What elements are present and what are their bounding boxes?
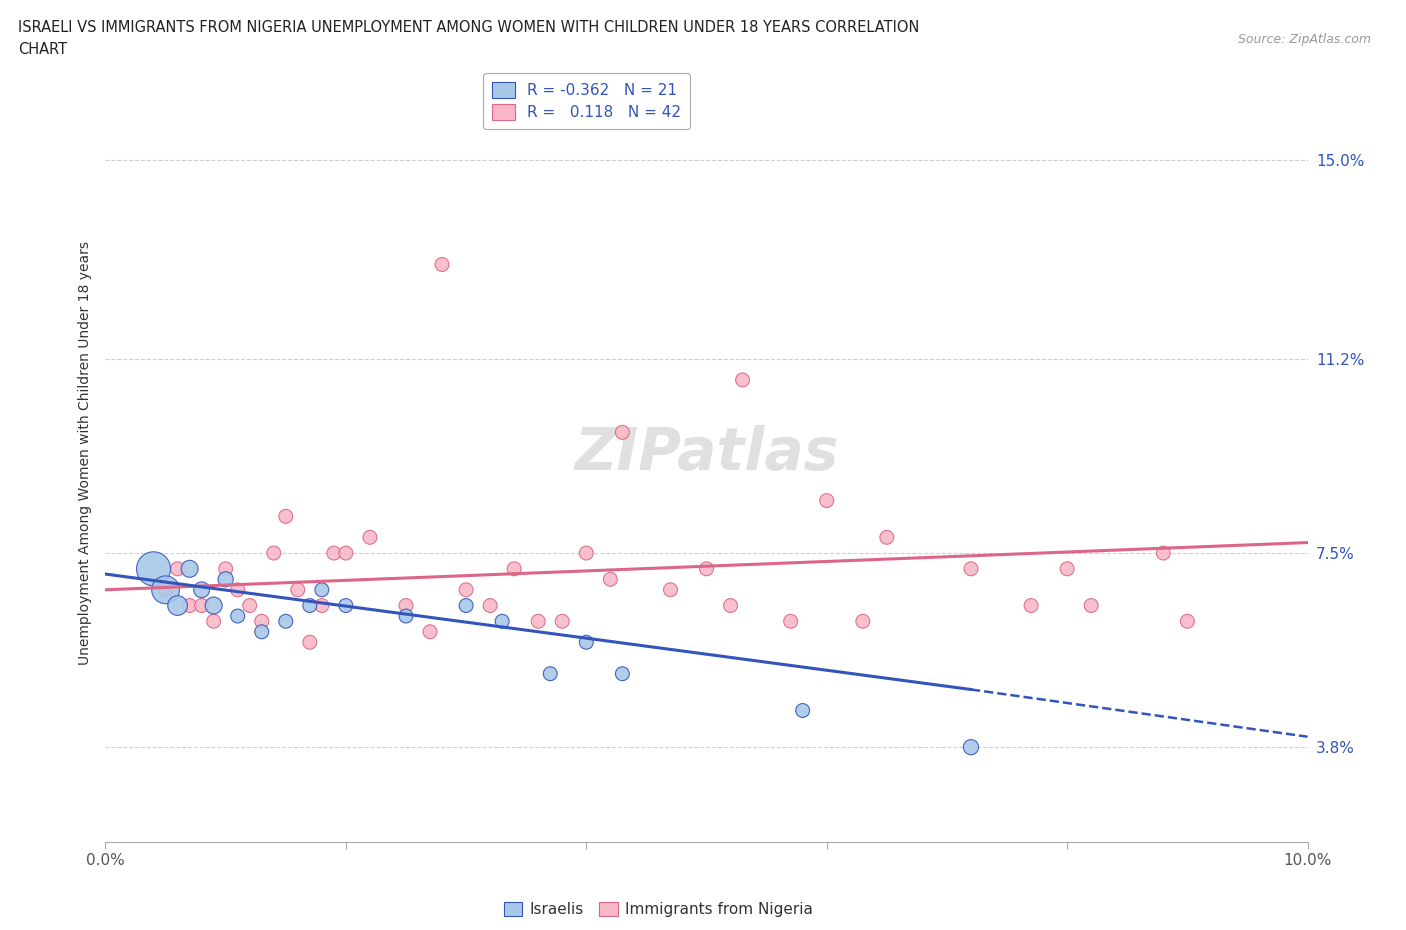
Point xyxy=(1152,546,1174,561)
Text: ISRAELI VS IMMIGRANTS FROM NIGERIA UNEMPLOYMENT AMONG WOMEN WITH CHILDREN UNDER : ISRAELI VS IMMIGRANTS FROM NIGERIA UNEMP… xyxy=(18,20,920,35)
Point xyxy=(359,530,381,545)
Text: Source: ZipAtlas.com: Source: ZipAtlas.com xyxy=(1237,33,1371,46)
Point xyxy=(298,635,321,650)
Text: CHART: CHART xyxy=(18,42,67,57)
Point xyxy=(876,530,898,545)
Point xyxy=(179,562,201,577)
Point xyxy=(1175,614,1198,629)
Point xyxy=(815,493,838,508)
Point xyxy=(599,572,621,587)
Point xyxy=(202,598,225,613)
Point xyxy=(612,425,634,440)
Legend: Israelis, Immigrants from Nigeria: Israelis, Immigrants from Nigeria xyxy=(498,896,820,923)
Point xyxy=(430,257,453,272)
Y-axis label: Unemployment Among Women with Children Under 18 years: Unemployment Among Women with Children U… xyxy=(79,242,93,665)
Point xyxy=(166,598,188,613)
Point xyxy=(538,666,561,681)
Point xyxy=(395,598,418,613)
Point xyxy=(551,614,574,629)
Point xyxy=(155,582,177,597)
Point xyxy=(311,582,333,597)
Point xyxy=(226,608,249,623)
Point xyxy=(311,598,333,613)
Point xyxy=(419,624,441,639)
Point xyxy=(250,614,273,629)
Point xyxy=(190,598,212,613)
Point xyxy=(659,582,682,597)
Point xyxy=(792,703,814,718)
Point xyxy=(960,562,983,577)
Point xyxy=(335,598,357,613)
Point xyxy=(1056,562,1078,577)
Point xyxy=(1080,598,1102,613)
Point xyxy=(575,546,598,561)
Point xyxy=(298,598,321,613)
Point xyxy=(335,546,357,561)
Point xyxy=(226,582,249,597)
Point xyxy=(612,666,634,681)
Point xyxy=(720,598,742,613)
Point xyxy=(214,562,236,577)
Point xyxy=(190,582,212,597)
Point xyxy=(214,572,236,587)
Point xyxy=(155,582,177,597)
Point xyxy=(960,739,983,754)
Point xyxy=(852,614,875,629)
Point xyxy=(503,562,526,577)
Point xyxy=(575,635,598,650)
Point xyxy=(274,614,297,629)
Point xyxy=(731,373,754,388)
Point xyxy=(1019,598,1042,613)
Text: ZIPatlas: ZIPatlas xyxy=(574,425,839,482)
Point xyxy=(454,598,477,613)
Point xyxy=(202,614,225,629)
Point xyxy=(166,562,188,577)
Point xyxy=(395,608,418,623)
Point xyxy=(479,598,502,613)
Point xyxy=(274,509,297,524)
Point xyxy=(322,546,344,561)
Point xyxy=(527,614,550,629)
Point xyxy=(454,582,477,597)
Point xyxy=(696,562,718,577)
Point xyxy=(263,546,285,561)
Point xyxy=(779,614,801,629)
Point xyxy=(287,582,309,597)
Point xyxy=(491,614,513,629)
Point xyxy=(239,598,262,613)
Point xyxy=(142,562,165,577)
Point xyxy=(179,598,201,613)
Point xyxy=(250,624,273,639)
